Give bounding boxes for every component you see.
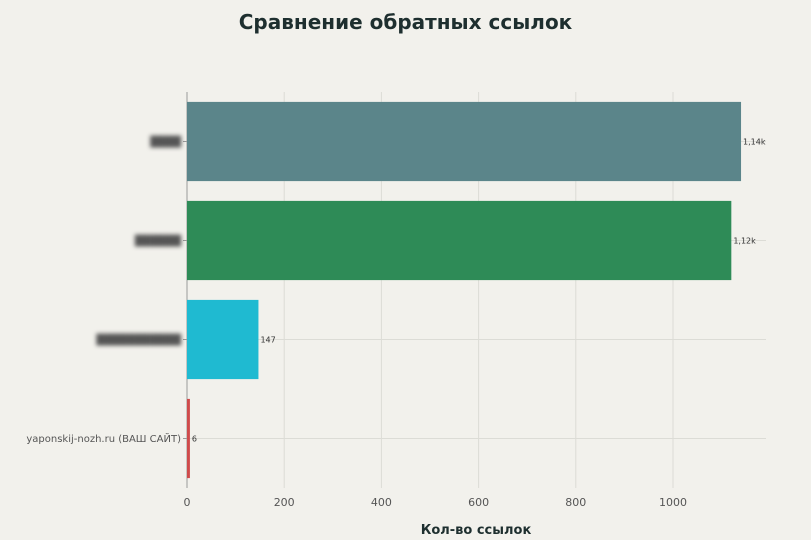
category-label: ██████ — [134, 234, 181, 247]
chart-title: Сравнение обратных ссылок — [238, 10, 573, 34]
bar — [187, 101, 742, 182]
x-tick-label: 200 — [274, 496, 295, 509]
category-label: ████ — [149, 135, 181, 148]
x-tick-label: 800 — [565, 496, 586, 509]
x-tick-label: 1000 — [659, 496, 687, 509]
bar — [187, 398, 190, 479]
bar-value-label: 147 — [260, 336, 275, 345]
x-tick-label: 0 — [184, 496, 191, 509]
x-tick-label: 600 — [468, 496, 489, 509]
bar-value-label: 6 — [192, 435, 197, 444]
bar — [187, 299, 259, 380]
bar — [187, 200, 732, 281]
bar-value-label: 1,14k — [743, 138, 766, 147]
x-tick-label: 400 — [371, 496, 392, 509]
category-label: yaponskij-nozh.ru (ВАШ САЙТ) — [26, 432, 181, 445]
category-label: ███████████ — [95, 333, 181, 346]
bar-value-label: 1,12k — [733, 237, 756, 246]
x-axis-title: Кол-во ссылок — [421, 523, 532, 538]
